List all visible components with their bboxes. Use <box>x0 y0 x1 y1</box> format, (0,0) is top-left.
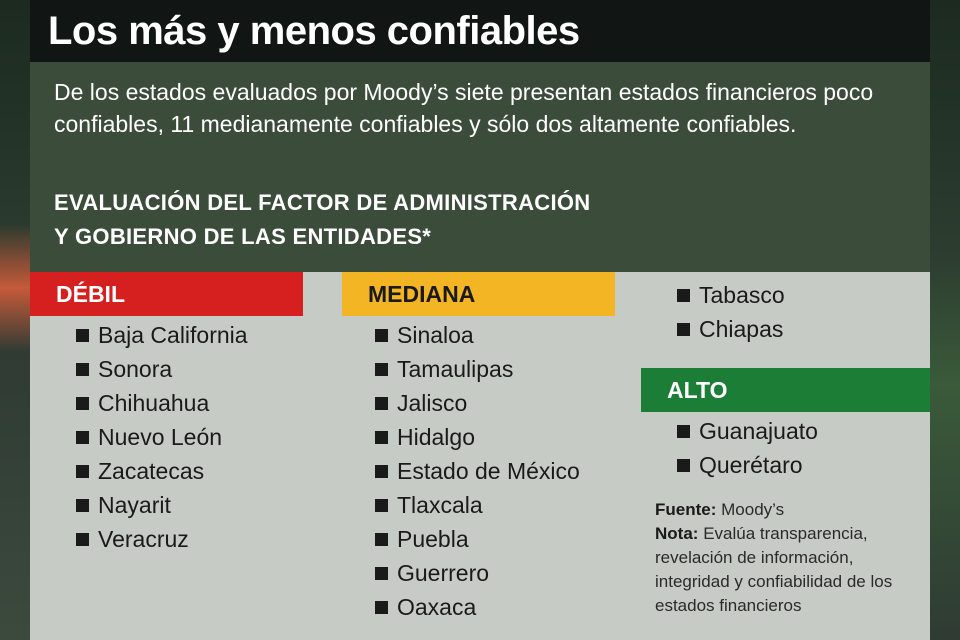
state-name: Tlaxcala <box>397 491 483 518</box>
state-item: Nayarit <box>76 488 248 522</box>
state-list-mediana: Sinaloa Tamaulipas Jalisco Hidalgo Estad… <box>375 318 580 624</box>
state-item: Zacatecas <box>76 454 248 488</box>
source-label: Fuente: <box>655 500 717 519</box>
square-bullet-icon <box>375 600 388 614</box>
state-name: Nuevo León <box>98 423 223 450</box>
square-bullet-icon <box>677 322 690 336</box>
state-name: Sinaloa <box>397 321 474 348</box>
source-notes: Fuente: Moody’s Nota: Evalúa transparenc… <box>655 498 925 618</box>
note-text: Evalúa transparencia, revelación de info… <box>655 524 893 615</box>
state-item: Jalisco <box>375 386 580 420</box>
square-bullet-icon <box>76 396 89 410</box>
state-item: Guanajuato <box>677 414 818 448</box>
state-name: Hidalgo <box>397 423 475 450</box>
intro-text: De los estados evaluados por Moody’s sie… <box>54 79 874 137</box>
state-list-alto: Guanajuato Querétaro <box>677 414 818 482</box>
square-bullet-icon <box>76 464 89 478</box>
state-list-mediana-continued: Tabasco Chiapas <box>677 278 785 346</box>
square-bullet-icon <box>375 532 388 546</box>
source-line: Fuente: Moody’s <box>655 498 925 522</box>
state-name: Chihuahua <box>98 389 210 416</box>
state-name: Veracruz <box>98 525 189 552</box>
state-item: Hidalgo <box>375 420 580 454</box>
background-left-edge <box>0 0 30 640</box>
state-item: Baja California <box>76 318 248 352</box>
state-item: Chiapas <box>677 312 785 346</box>
section-heading-line-2: Y GOBIERNO DE LAS ENTIDADES* <box>54 224 432 249</box>
square-bullet-icon <box>375 464 388 478</box>
state-name: Chiapas <box>699 315 784 342</box>
square-bullet-icon <box>76 498 89 512</box>
state-item: Estado de México <box>375 454 580 488</box>
state-name: Nayarit <box>98 491 171 518</box>
state-item: Oaxaca <box>375 590 580 624</box>
background-right-edge <box>930 0 960 640</box>
section-heading: EVALUACIÓN DEL FACTOR DE ADMINISTRACIÓN … <box>54 186 914 254</box>
square-bullet-icon <box>677 288 690 302</box>
square-bullet-icon <box>375 362 388 376</box>
page-title: Los más y menos confiables <box>48 9 580 53</box>
state-item: Tabasco <box>677 278 785 312</box>
state-item: Sinaloa <box>375 318 580 352</box>
state-name: Puebla <box>397 525 469 552</box>
square-bullet-icon <box>375 566 388 580</box>
state-item: Tamaulipas <box>375 352 580 386</box>
state-item: Guerrero <box>375 556 580 590</box>
state-name: Oaxaca <box>397 593 477 620</box>
state-name: Guanajuato <box>699 417 818 444</box>
state-name: Tabasco <box>699 281 785 308</box>
square-bullet-icon <box>375 396 388 410</box>
state-name: Tamaulipas <box>397 355 514 382</box>
square-bullet-icon <box>375 430 388 444</box>
category-badge-alto: ALTO <box>641 368 930 412</box>
square-bullet-icon <box>76 362 89 376</box>
state-item: Puebla <box>375 522 580 556</box>
state-item: Tlaxcala <box>375 488 580 522</box>
ratings-list-area: DÉBIL MEDIANA ALTO Baja California Sonor… <box>30 272 930 640</box>
square-bullet-icon <box>76 430 89 444</box>
state-item: Querétaro <box>677 448 818 482</box>
state-item: Chihuahua <box>76 386 248 420</box>
state-name: Estado de México <box>397 457 580 484</box>
square-bullet-icon <box>76 328 89 342</box>
category-badge-mediana: MEDIANA <box>342 272 615 316</box>
title-bar: Los más y menos confiables <box>30 0 930 62</box>
state-list-debil: Baja California Sonora Chihuahua Nuevo L… <box>76 318 248 556</box>
state-name: Baja California <box>98 321 248 348</box>
section-heading-line-1: EVALUACIÓN DEL FACTOR DE ADMINISTRACIÓN <box>54 190 591 215</box>
source-text: Moody’s <box>721 500 785 519</box>
intro-box: De los estados evaluados por Moody’s sie… <box>30 62 930 272</box>
state-item: Veracruz <box>76 522 248 556</box>
square-bullet-icon <box>76 532 89 546</box>
state-name: Zacatecas <box>98 457 205 484</box>
state-name: Guerrero <box>397 559 490 586</box>
state-item: Sonora <box>76 352 248 386</box>
note-line: Nota: Evalúa transparencia, revelación d… <box>655 522 925 618</box>
note-label: Nota: <box>655 524 699 543</box>
square-bullet-icon <box>677 458 690 472</box>
square-bullet-icon <box>375 498 388 512</box>
state-item: Nuevo León <box>76 420 248 454</box>
state-name: Querétaro <box>699 451 803 478</box>
square-bullet-icon <box>375 328 388 342</box>
square-bullet-icon <box>677 424 690 438</box>
state-name: Jalisco <box>397 389 468 416</box>
state-name: Sonora <box>98 355 173 382</box>
category-badge-debil: DÉBIL <box>30 272 303 316</box>
infographic-card: Los más y menos confiables De los estado… <box>30 0 930 640</box>
